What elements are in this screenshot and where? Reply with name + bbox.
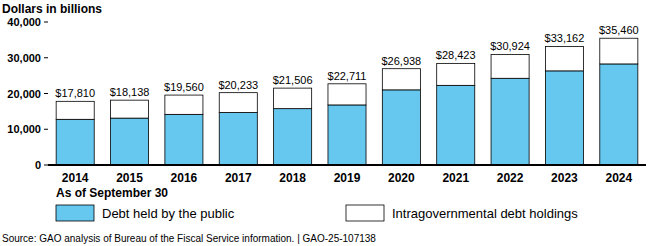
bar-segment <box>545 46 583 70</box>
bar-segment <box>56 101 94 119</box>
total-label: $20,233 <box>218 79 258 91</box>
y-tick-label: 40,000 <box>7 16 41 28</box>
bar-segment <box>219 93 257 113</box>
bar-segment <box>328 105 366 165</box>
y-tick-label: 0 <box>35 159 41 171</box>
bar-segment <box>274 88 312 109</box>
bar-segment <box>274 109 312 165</box>
y-tick <box>44 57 48 58</box>
x-tick-label: 2018 <box>279 171 306 185</box>
bar-segment <box>165 114 203 165</box>
x-tick-label: 2019 <box>334 171 361 185</box>
y-tick <box>44 129 48 130</box>
total-label: $19,560 <box>164 81 204 93</box>
y-tick <box>44 165 48 166</box>
chart: Dollars in billions 0 10,000 20,000 30,000 40… <box>0 0 650 246</box>
bar-segment <box>382 90 420 165</box>
x-tick-label: 2020 <box>388 171 415 185</box>
bar-segment <box>328 84 366 105</box>
y-tick <box>44 22 48 23</box>
y-axis-title: Dollars in billions <box>2 2 102 16</box>
bar-segment <box>437 63 475 85</box>
bar-segment <box>491 78 529 165</box>
total-label: $22,711 <box>328 70 367 82</box>
bar-segment <box>56 119 94 165</box>
total-label: $30,924 <box>490 40 530 52</box>
x-axis-title: As of September 30 <box>56 186 168 200</box>
bar-segment <box>111 100 149 118</box>
bar-segment <box>437 85 475 165</box>
x-tick-label: 2023 <box>551 171 578 185</box>
bar-segment <box>491 54 529 78</box>
total-label: $35,460 <box>599 24 639 36</box>
y-tick-label: 10,000 <box>7 123 41 135</box>
x-tick-label: 2014 <box>62 171 89 185</box>
x-axis <box>48 164 646 166</box>
x-tick-label: 2016 <box>171 171 198 185</box>
total-label: $26,938 <box>381 55 421 67</box>
y-tick <box>44 93 48 94</box>
total-label: $21,506 <box>273 74 313 86</box>
bar-segment <box>600 38 638 64</box>
x-tick-label: 2015 <box>116 171 143 185</box>
bars <box>56 38 638 165</box>
x-tick-label: 2017 <box>225 171 252 185</box>
y-tick-label: 30,000 <box>7 52 41 64</box>
bar-segment <box>111 118 149 165</box>
bar-segment <box>600 64 638 165</box>
legend-swatch <box>56 205 94 221</box>
total-label: $28,423 <box>436 49 476 61</box>
source-note: Source: GAO analysis of Bureau of the Fi… <box>2 233 376 244</box>
x-tick-label: 2021 <box>442 171 469 185</box>
legend-label: Intragovernmental debt holdings <box>392 206 578 221</box>
total-label: $33,162 <box>545 32 585 44</box>
bar-segment <box>382 69 420 90</box>
x-tick-label: 2022 <box>497 171 524 185</box>
bar-segment <box>165 95 203 114</box>
y-tick-label: 20,000 <box>7 88 41 100</box>
legend-label: Debt held by the public <box>102 206 235 221</box>
bar-segment <box>219 113 257 165</box>
total-label: $17,810 <box>55 87 95 99</box>
legend-swatch <box>346 205 384 221</box>
x-tick-label: 2024 <box>605 171 632 185</box>
bar-segment <box>545 71 583 165</box>
total-label: $18,138 <box>110 86 150 98</box>
